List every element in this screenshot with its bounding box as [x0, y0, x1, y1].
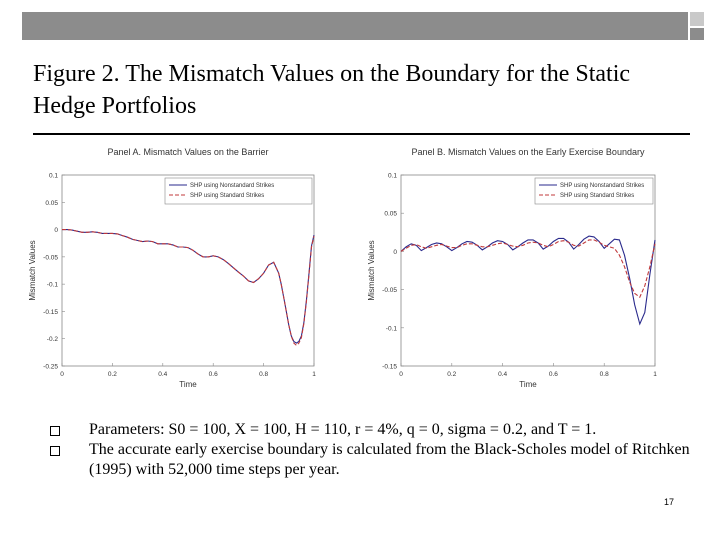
y-tick-label: -0.05: [43, 254, 58, 261]
legend-box: [164, 177, 313, 205]
chart-title: Panel A. Mismatch Values on the Barrier: [108, 147, 269, 157]
bullet-text: Parameters: S0 = 100, X = 100, H = 110, …: [89, 421, 597, 438]
x-tick-label: 0.2: [447, 371, 456, 378]
y-tick-label: -0.05: [382, 287, 397, 294]
y-axis-label: Mismatch Values: [28, 240, 37, 300]
x-tick-label: 0.8: [600, 371, 609, 378]
x-tick-label: 1: [653, 371, 657, 378]
series-line-2: [62, 229, 315, 347]
panel-a-chart: Panel A. Mismatch Values on the Barrier 0…: [28, 147, 316, 389]
panel-b-chart: Panel B. Mismatch Values on the Early Ex…: [367, 147, 657, 389]
x-tick-label: 0: [60, 371, 64, 378]
series-line-2: [400, 239, 656, 299]
legend-label: SHP using Nonstandard Strikes: [190, 183, 274, 189]
plot-frame: [61, 174, 315, 367]
x-tick-label: 0.6: [209, 371, 218, 378]
x-tick-label: 0.2: [108, 371, 117, 378]
y-tick-label: -0.25: [43, 364, 58, 371]
legend-box: [534, 177, 654, 205]
header-bar: [22, 12, 688, 40]
y-tick-label: -0.1: [386, 325, 398, 332]
x-tick-label: 0.4: [158, 371, 167, 378]
x-tick-label: 0: [399, 371, 403, 378]
x-tick-label: 0.4: [498, 371, 507, 378]
title-divider: [33, 133, 690, 135]
plot-frame: [400, 174, 656, 367]
y-tick-label: -0.15: [382, 364, 397, 371]
series-line-1: [400, 235, 656, 326]
series-line-1: [62, 229, 315, 344]
bullet-square-icon: [50, 426, 60, 436]
y-axis-label: Mismatch Values: [367, 240, 376, 300]
chart-title: Panel B. Mismatch Values on the Early Ex…: [412, 147, 645, 157]
x-tick-label: 0.8: [259, 371, 268, 378]
y-tick-label: 0.05: [45, 200, 58, 207]
bullet-text: The accurate early exercise boundary is …: [89, 441, 690, 478]
header-corner-square-lower: [690, 28, 704, 40]
legend-label: SHP using Nonstandard Strikes: [560, 183, 644, 189]
y-tick-label: 0.05: [384, 211, 397, 218]
y-tick-label: 0.1: [388, 173, 397, 180]
y-tick-label: -0.2: [47, 336, 59, 343]
x-tick-label: 1: [312, 371, 316, 378]
y-tick-label: -0.1: [47, 282, 59, 289]
legend-label: SHP using Standard Strikes: [560, 193, 634, 199]
parameter-notes: Parameters: S0 = 100, X = 100, H = 110, …: [50, 420, 700, 480]
x-axis-label: Time: [179, 380, 197, 389]
bullet-item: Parameters: S0 = 100, X = 100, H = 110, …: [50, 420, 700, 440]
y-tick-label: 0: [54, 227, 58, 234]
y-tick-label: 0.1: [49, 173, 58, 180]
legend-label: SHP using Standard Strikes: [190, 193, 264, 199]
header-corner-square: [690, 12, 704, 26]
x-tick-label: 0.6: [549, 371, 558, 378]
bullet-square-icon: [50, 446, 60, 456]
x-axis-label: Time: [519, 380, 537, 389]
page-number: 17: [664, 497, 675, 507]
bullet-item: The accurate early exercise boundary is …: [50, 440, 700, 480]
y-tick-label: 0: [393, 249, 397, 256]
y-tick-label: -0.15: [43, 309, 58, 316]
slide-title: Figure 2. The Mismatch Values on the Bou…: [33, 61, 631, 119]
